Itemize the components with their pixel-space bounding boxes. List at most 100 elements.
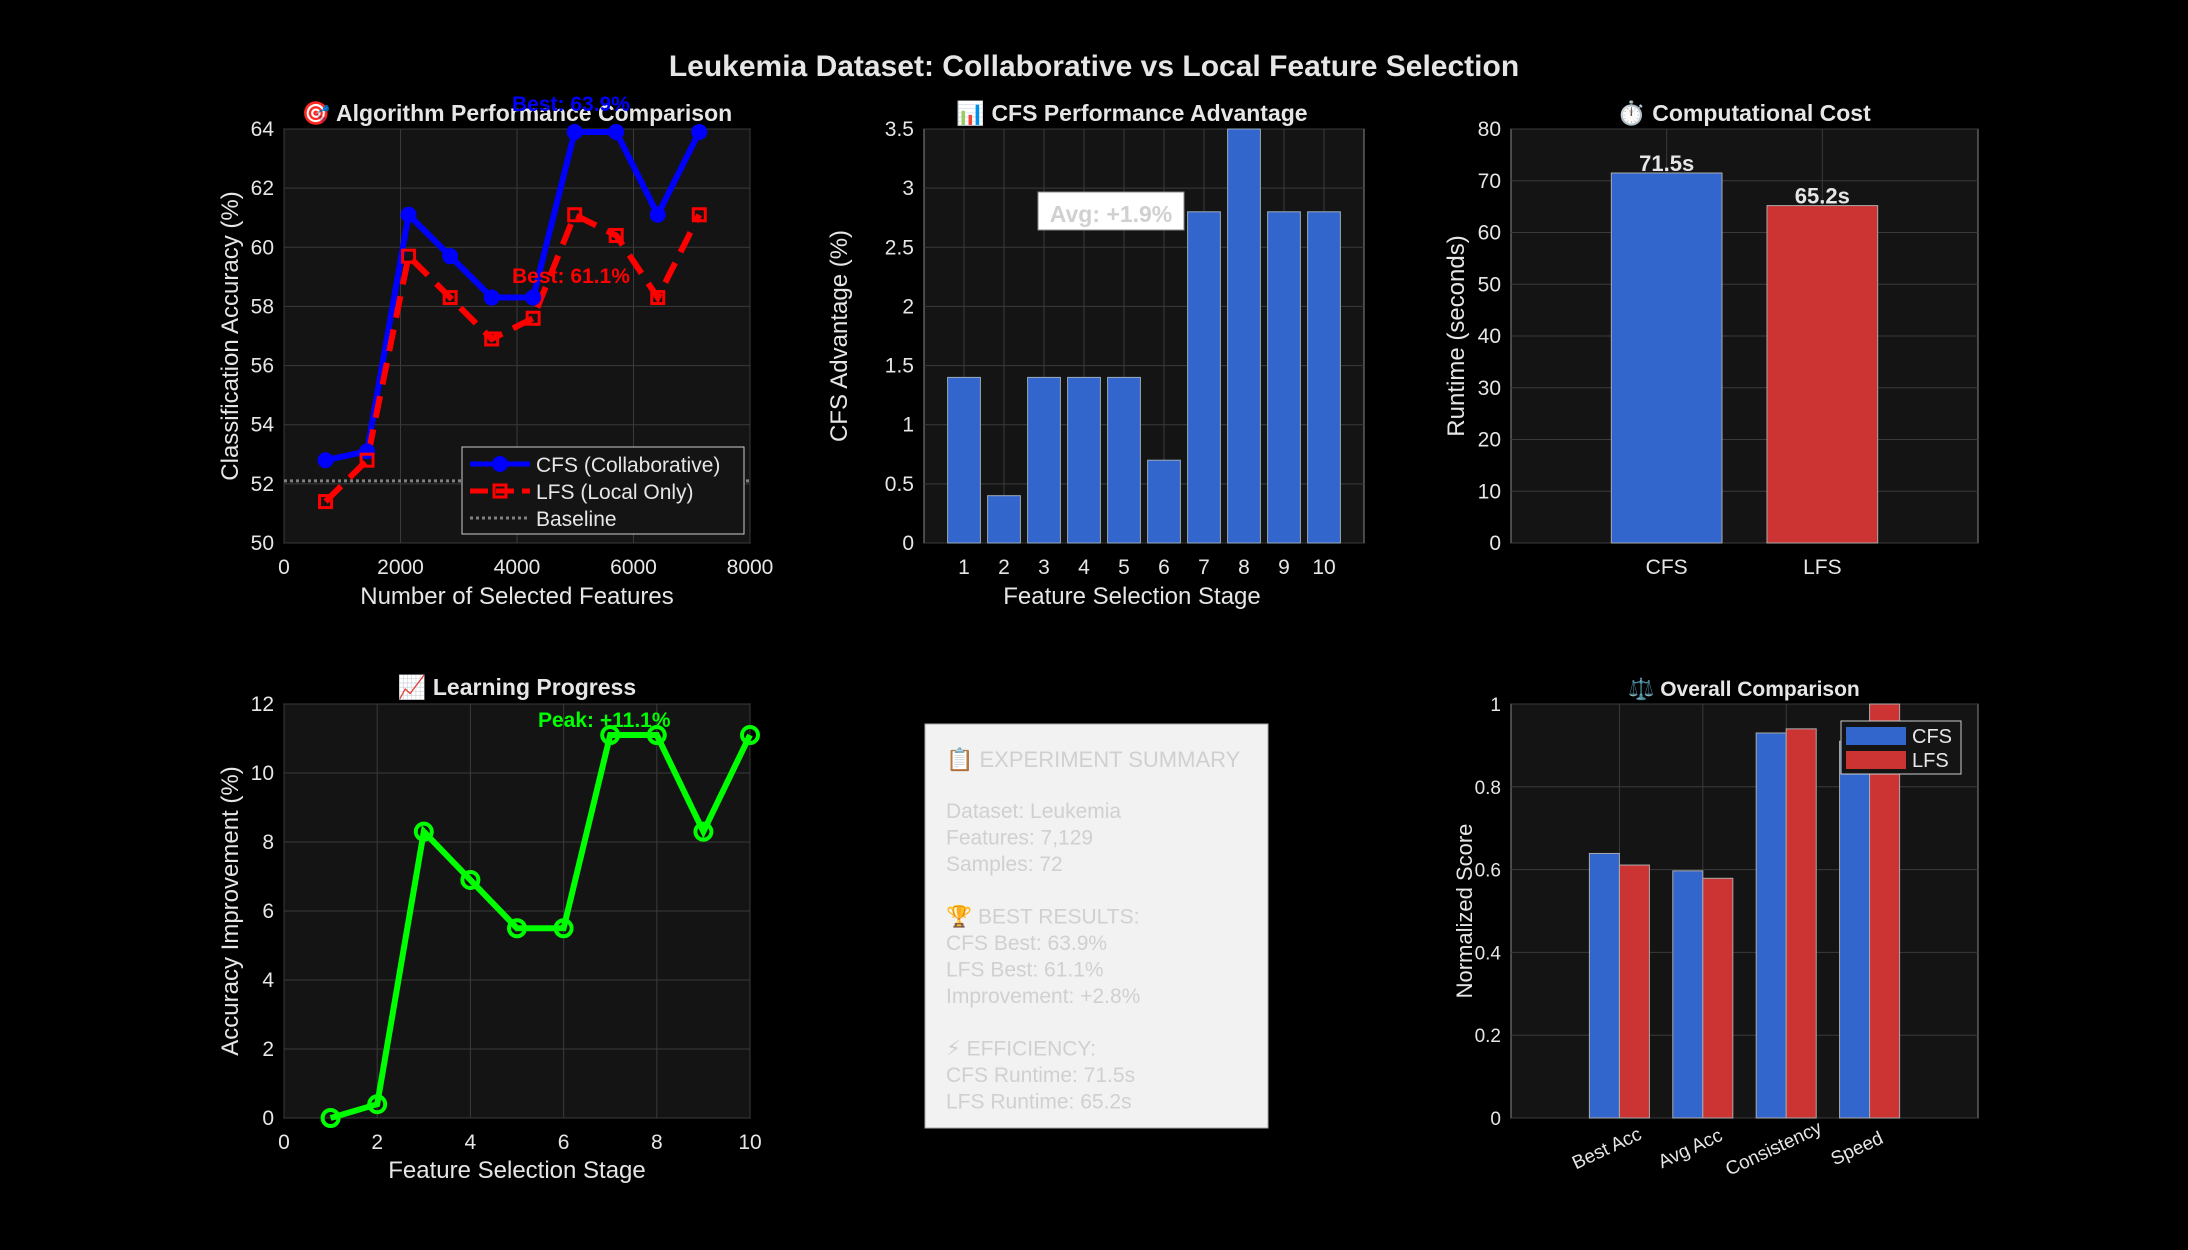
y-tick-label: 52 bbox=[251, 473, 274, 496]
learning-title: 📈 Learning Progress bbox=[398, 674, 636, 701]
overall-title: ⚖️ Overall Comparison bbox=[1628, 676, 1860, 701]
cfs-data-point bbox=[566, 123, 583, 140]
overall-bar-cfs bbox=[1755, 732, 1787, 1119]
cfs-data-point bbox=[525, 289, 542, 306]
cfs-data-point bbox=[608, 123, 625, 140]
learning-data-point bbox=[460, 869, 481, 890]
y-tick-label: 6 bbox=[262, 900, 274, 923]
bar-value-label: 65.2s bbox=[1795, 184, 1850, 209]
lfs-data-point bbox=[567, 207, 583, 223]
y-tick-label: 50 bbox=[1478, 273, 1501, 296]
advantage-bar bbox=[1147, 459, 1181, 544]
lfs-data-point bbox=[650, 290, 666, 306]
y-tick-label: 3 bbox=[902, 177, 914, 200]
cfs-best-annotation: Best: 63.9% bbox=[512, 93, 630, 116]
y-tick-label: 10 bbox=[251, 762, 274, 785]
learning-data-point bbox=[507, 918, 527, 939]
x-tick-label: 9 bbox=[1278, 556, 1290, 579]
learning-data-point bbox=[600, 725, 621, 746]
x-tick-label: 3 bbox=[1038, 556, 1050, 579]
y-tick-label: 30 bbox=[1478, 377, 1501, 400]
y-tick-label: 1.5 bbox=[885, 355, 914, 378]
learning-xlabel: Feature Selection Stage bbox=[388, 1157, 646, 1184]
y-tick-label: 8 bbox=[262, 831, 274, 854]
y-tick-label: 0.2 bbox=[1475, 1026, 1501, 1047]
x-tick-label: 7 bbox=[1198, 556, 1210, 579]
y-tick-label: 50 bbox=[251, 532, 274, 555]
y-tick-label: 40 bbox=[1478, 325, 1501, 348]
learning-data-point bbox=[646, 725, 667, 746]
advantage-title: 📊 CFS Performance Advantage bbox=[956, 100, 1307, 127]
advantage-bar bbox=[1107, 376, 1141, 544]
y-tick-label: 0 bbox=[262, 1107, 274, 1130]
lfs-data-point bbox=[484, 331, 500, 347]
x-tick-label: 2 bbox=[371, 1131, 383, 1154]
summary-line: LFS Runtime: 65.2s bbox=[946, 1090, 1132, 1113]
cfs-data-point bbox=[400, 206, 417, 223]
learning-series-line bbox=[329, 732, 753, 1121]
cfs-data-point bbox=[483, 289, 500, 306]
legend-cfs-swatch bbox=[1846, 727, 1906, 745]
lfs-best-annotation: Best: 61.1% bbox=[512, 265, 630, 288]
bar-value-label: 71.5s bbox=[1639, 151, 1694, 176]
x-tick-label: 8 bbox=[651, 1131, 663, 1154]
lfs-data-point bbox=[359, 452, 375, 468]
lfs-series-line bbox=[323, 210, 702, 504]
x-tick-label: 5 bbox=[1118, 556, 1130, 579]
lfs-data-point bbox=[525, 310, 541, 326]
advantage-ylabel: CFS Advantage (%) bbox=[826, 230, 853, 442]
legend-baseline-label: Baseline bbox=[536, 508, 617, 531]
x-tick-label: 6000 bbox=[610, 556, 657, 579]
y-tick-label: 58 bbox=[251, 295, 274, 318]
y-tick-label: 60 bbox=[1478, 222, 1501, 245]
learning-data-point bbox=[367, 1094, 388, 1115]
x-tick-label: 4 bbox=[1078, 556, 1090, 579]
overall-legend: CFS LFS bbox=[1840, 720, 1962, 775]
overall-ylabel: Normalized Score bbox=[1452, 824, 1477, 999]
y-tick-label: 2 bbox=[262, 1038, 274, 1061]
learning-data-point bbox=[553, 918, 574, 939]
lfs-data-point bbox=[401, 248, 417, 264]
performance-legend: CFS (Collaborative) LFS (Local Only) Bas… bbox=[461, 446, 745, 535]
advantage-bar bbox=[1027, 376, 1061, 544]
avg-annotation-box bbox=[1037, 191, 1185, 231]
advantage-bar bbox=[1267, 211, 1301, 544]
cfs-data-point bbox=[649, 206, 666, 223]
summary-line: LFS Best: 61.1% bbox=[946, 958, 1104, 981]
legend-cfs-label: CFS (Collaborative) bbox=[536, 454, 720, 477]
summary-line: Dataset: Leukemia bbox=[946, 800, 1121, 823]
cost-ylabel: Runtime (seconds) bbox=[1443, 235, 1470, 436]
y-tick-label: 0.5 bbox=[885, 473, 914, 496]
overall-bar-cfs bbox=[1839, 740, 1871, 1119]
cfs-data-point bbox=[317, 452, 334, 469]
y-tick-label: 4 bbox=[262, 969, 274, 992]
legend-cfs-label: CFS bbox=[1912, 726, 1952, 748]
x-tick-label: 8 bbox=[1238, 556, 1250, 579]
summary-line: Samples: 72 bbox=[946, 853, 1063, 876]
y-tick-label: 64 bbox=[251, 118, 275, 141]
advantage-bar bbox=[1187, 211, 1221, 544]
y-tick-label: 62 bbox=[251, 177, 274, 200]
runtime-bar bbox=[1766, 205, 1879, 544]
y-tick-label: 70 bbox=[1478, 170, 1501, 193]
summary-line: Improvement: +2.8% bbox=[946, 985, 1140, 1008]
summary-line: ⚡ EFFICIENCY: bbox=[946, 1038, 1096, 1061]
lfs-data-point bbox=[442, 290, 458, 306]
x-tick-label: 0 bbox=[278, 556, 290, 579]
x-tick-label: 10 bbox=[738, 1131, 761, 1154]
x-tick-label: LFS bbox=[1803, 556, 1842, 579]
y-tick-label: 12 bbox=[251, 693, 274, 716]
y-tick-label: 54 bbox=[251, 414, 275, 437]
figure-title: Leukemia Dataset: Collaborative vs Local… bbox=[669, 50, 1519, 83]
y-tick-label: 80 bbox=[1478, 118, 1501, 141]
overall-bar-lfs bbox=[1702, 877, 1734, 1119]
advantage-xlabel: Feature Selection Stage bbox=[1003, 583, 1261, 610]
avg-annotation: Avg: +1.9% bbox=[1050, 201, 1173, 227]
y-tick-label: 0.4 bbox=[1475, 943, 1502, 964]
summary-line: CFS Runtime: 71.5s bbox=[946, 1064, 1135, 1087]
advantage-bar bbox=[947, 376, 981, 544]
y-tick-label: 0 bbox=[1489, 532, 1501, 555]
legend-lfs-label: LFS bbox=[1912, 750, 1949, 772]
summary-line: CFS Best: 63.9% bbox=[946, 932, 1107, 955]
